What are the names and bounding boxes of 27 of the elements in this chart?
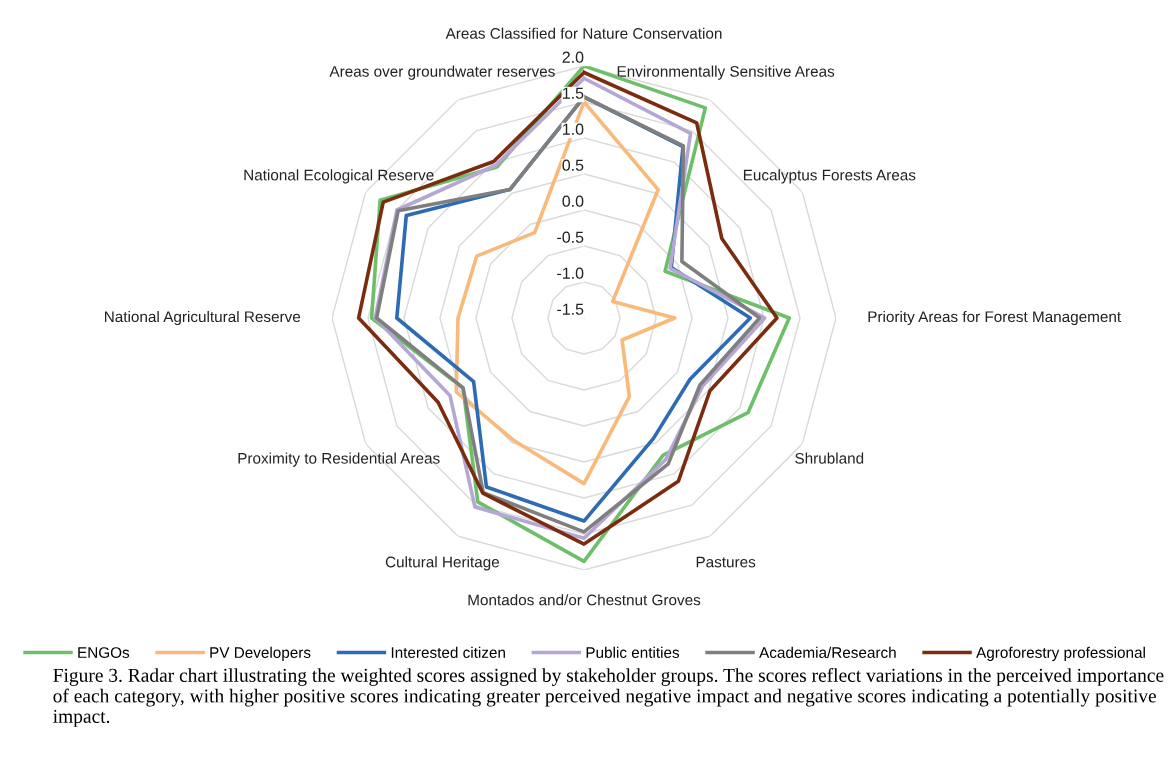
- legend-label: ENGOs: [78, 647, 130, 658]
- y-tick-label: 1.5: [563, 87, 584, 99]
- y-tick-label: -0.5: [557, 231, 584, 243]
- y-tick-label: 0.5: [562, 159, 584, 171]
- spoke-label: Montados and/or Chestnut Groves: [468, 594, 701, 606]
- spoke-label: National Agricultural Reserve: [105, 310, 301, 326]
- spoke-label: Areas Classified for Nature Conservation: [445, 27, 722, 39]
- spoke-label: Areas over groundwater reserves: [329, 65, 555, 80]
- caption: Figure 3. Radar chart illustrating the weighted scores assigned by stakeholder groups. The scores reflect variations in the perceived importance of each category, with higher positive scores indicating greater perceived negative impact and negative scores indicating a potentially positive impact.: [53, 668, 1164, 727]
- legend-label: Public entities: [586, 646, 680, 658]
- legend-label: PV Developers: [210, 646, 311, 661]
- spoke-label: Eucalyptus Forests Areas: [743, 169, 916, 184]
- legend-label: Interested citizen: [391, 646, 505, 658]
- spoke-label: Proximity to Residential Areas: [238, 452, 440, 467]
- y-tick-label: 0.0: [562, 195, 584, 207]
- y-tick-label: 2.0: [562, 51, 584, 63]
- legend-label: Academia/Research: [759, 646, 896, 658]
- spoke-label: Priority Areas for Forest Management: [868, 310, 1122, 326]
- spoke-label: Shrubland: [795, 452, 864, 464]
- spoke-label: National Ecological Reserve: [244, 169, 434, 184]
- spoke-label: Pastures: [696, 556, 756, 568]
- spoke-label: Environmentally Sensitive Areas: [617, 65, 835, 80]
- y-tick-label: 1.0: [563, 123, 584, 135]
- spoke-label: Cultural Heritage: [385, 556, 500, 571]
- y-tick-label: -1.5: [557, 303, 584, 315]
- legend-label: Agroforestry professional: [976, 646, 1145, 661]
- y-tick-label: -1.0: [557, 267, 584, 279]
